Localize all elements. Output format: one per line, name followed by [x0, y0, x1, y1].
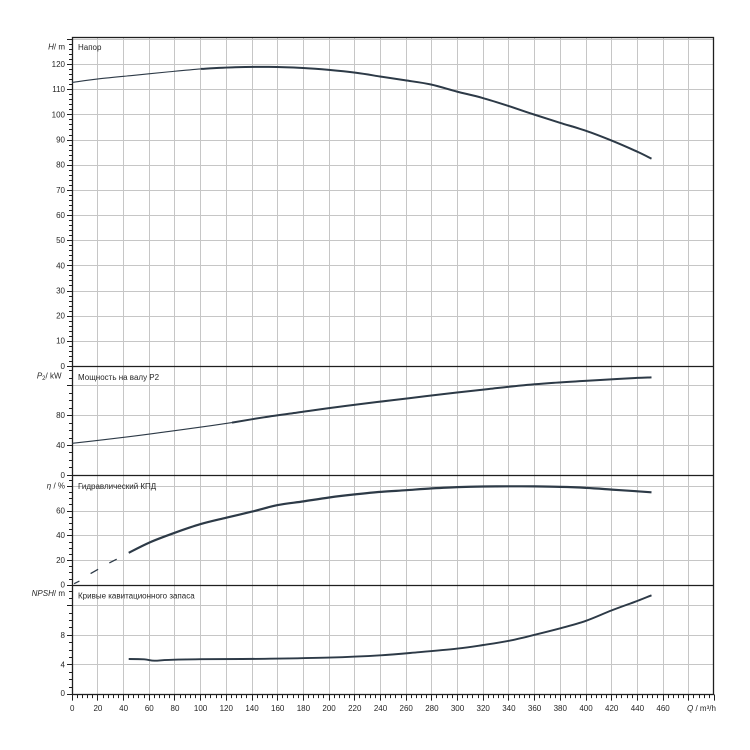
- svg-text:300: 300: [451, 704, 465, 713]
- svg-text:η / %: η / %: [47, 482, 65, 491]
- svg-text:90: 90: [56, 136, 65, 145]
- svg-text:Гидравлический КПД: Гидравлический КПД: [78, 482, 157, 491]
- svg-text:Мощность на валу P2: Мощность на валу P2: [78, 373, 160, 382]
- svg-text:120: 120: [52, 60, 66, 69]
- svg-text:4: 4: [61, 660, 66, 669]
- svg-text:20: 20: [93, 704, 102, 713]
- svg-text:40: 40: [56, 261, 65, 270]
- svg-text:40: 40: [119, 704, 128, 713]
- svg-text:360: 360: [528, 704, 542, 713]
- svg-text:60: 60: [56, 211, 65, 220]
- svg-text:100: 100: [194, 704, 208, 713]
- svg-text:0: 0: [70, 704, 75, 713]
- svg-text:220: 220: [348, 704, 362, 713]
- svg-text:80: 80: [171, 704, 180, 713]
- svg-text:50: 50: [56, 236, 65, 245]
- svg-text:240: 240: [374, 704, 388, 713]
- svg-text:160: 160: [271, 704, 285, 713]
- svg-text:NPSH/ m: NPSH/ m: [32, 589, 66, 598]
- svg-text:Кривые кавитационного запаса: Кривые кавитационного запаса: [78, 592, 195, 601]
- svg-text:280: 280: [425, 704, 439, 713]
- svg-text:0: 0: [61, 362, 66, 371]
- svg-text:440: 440: [631, 704, 645, 713]
- svg-text:110: 110: [52, 85, 65, 94]
- svg-text:0: 0: [61, 581, 66, 590]
- svg-text:120: 120: [220, 704, 234, 713]
- svg-text:200: 200: [322, 704, 336, 713]
- svg-text:30: 30: [56, 286, 65, 295]
- svg-text:0: 0: [61, 689, 66, 698]
- svg-text:80: 80: [56, 161, 65, 170]
- svg-text:Напор: Напор: [78, 43, 102, 52]
- svg-text:60: 60: [145, 704, 154, 713]
- svg-text:460: 460: [656, 704, 670, 713]
- svg-text:40: 40: [56, 531, 65, 540]
- svg-text:340: 340: [502, 704, 516, 713]
- svg-text:320: 320: [477, 704, 491, 713]
- svg-text:8: 8: [61, 631, 66, 640]
- svg-text:380: 380: [554, 704, 568, 713]
- svg-text:Q / m³/h: Q / m³/h: [687, 704, 716, 713]
- svg-text:140: 140: [245, 704, 259, 713]
- svg-text:100: 100: [52, 110, 66, 119]
- svg-text:400: 400: [579, 704, 593, 713]
- svg-text:10: 10: [56, 337, 65, 346]
- svg-text:H/ m: H/ m: [48, 42, 65, 51]
- svg-text:P2/ kW: P2/ kW: [37, 371, 62, 382]
- svg-text:70: 70: [56, 186, 65, 195]
- svg-text:20: 20: [56, 556, 65, 565]
- svg-text:420: 420: [605, 704, 619, 713]
- svg-text:180: 180: [297, 704, 311, 713]
- svg-text:80: 80: [56, 411, 65, 420]
- svg-text:40: 40: [56, 441, 65, 450]
- svg-text:20: 20: [56, 312, 65, 321]
- svg-text:0: 0: [61, 471, 66, 480]
- svg-text:60: 60: [56, 507, 65, 516]
- svg-text:260: 260: [400, 704, 414, 713]
